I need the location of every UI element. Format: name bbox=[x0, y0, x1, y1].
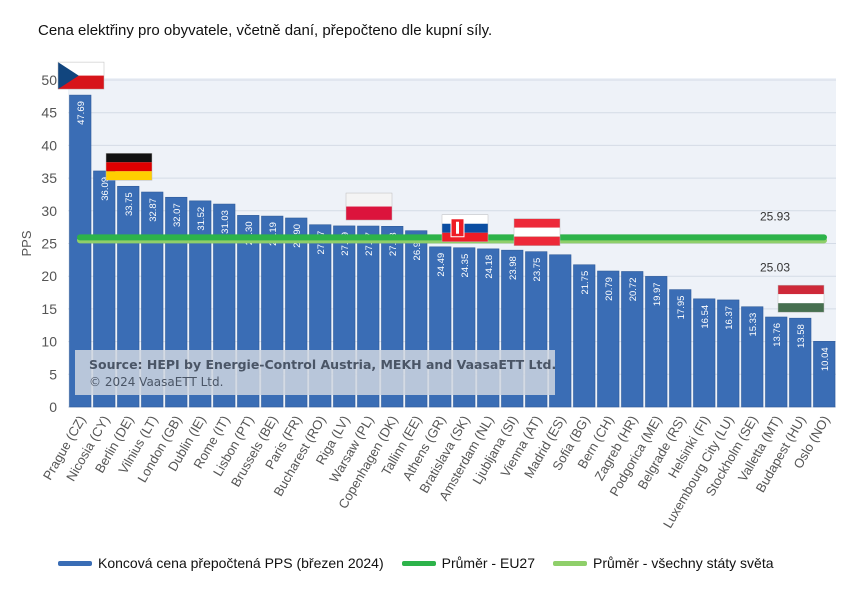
bar-belgrade-rs bbox=[669, 289, 692, 408]
bar-oslo-no bbox=[813, 341, 836, 408]
legend-item-world: Průměr - všechny státy světa bbox=[553, 555, 774, 571]
value-label: 31.03 bbox=[220, 210, 231, 234]
value-label: 15.33 bbox=[748, 313, 759, 337]
value-label: 29.19 bbox=[268, 222, 279, 246]
bar-valletta-mt bbox=[765, 316, 788, 408]
source-line: Source: HEPI by Energie-Control Austria,… bbox=[89, 357, 556, 372]
value-label: 17.95 bbox=[676, 296, 687, 320]
value-label: 27.63 bbox=[388, 232, 399, 256]
bar-stockholm-se bbox=[741, 306, 764, 408]
bar-helsinki-fi bbox=[693, 298, 716, 408]
y-tick-label: 25 bbox=[41, 236, 57, 252]
legend-item-eu27: Průměr - EU27 bbox=[401, 555, 535, 571]
legend-swatch-world bbox=[553, 560, 587, 566]
value-label: 29.30 bbox=[244, 221, 255, 245]
value-label: 27.67 bbox=[364, 232, 375, 256]
value-label: 26.96 bbox=[412, 237, 423, 261]
y-tick-label: 50 bbox=[41, 72, 57, 88]
legend-swatch-eu27 bbox=[401, 560, 436, 566]
value-label: 16.37 bbox=[724, 306, 735, 330]
y-tick-label: 0 bbox=[49, 399, 57, 415]
value-label: 13.76 bbox=[772, 323, 783, 347]
y-tick-label: 35 bbox=[41, 170, 57, 186]
y-axis-label: PPS bbox=[19, 230, 34, 256]
chart-title: Cena elektřiny pro obyvatele, včetně dan… bbox=[38, 22, 493, 39]
legend-item-bars: Koncová cena přepočtená PPS (březen 2024… bbox=[58, 555, 384, 571]
bar-chart: 0 5 10 15 20 25 30 35 40 45 50 PPS Source: HEPI by E… bbox=[19, 61, 836, 531]
value-label: 20.72 bbox=[628, 277, 639, 301]
flag-pl-icon bbox=[345, 192, 393, 221]
legend-label-bars: Koncová cena přepočtená PPS (březen 2024… bbox=[98, 555, 384, 571]
legend-label-eu27: Průměr - EU27 bbox=[441, 555, 535, 571]
copyright-line: © 2024 VaasaETT Ltd. bbox=[89, 375, 223, 389]
world-average-label: 25.03 bbox=[760, 260, 790, 274]
y-tick-label: 30 bbox=[41, 203, 57, 219]
value-label: 13.58 bbox=[796, 324, 807, 348]
flag-cz-icon bbox=[57, 61, 105, 90]
value-label: 32.07 bbox=[172, 203, 183, 227]
bar-bern-ch bbox=[597, 270, 620, 408]
y-tick-label: 20 bbox=[41, 268, 57, 284]
legend-swatch-bars bbox=[58, 560, 92, 566]
value-label: 21.75 bbox=[580, 271, 591, 295]
value-label: 19.97 bbox=[652, 282, 663, 306]
value-label: 24.18 bbox=[484, 255, 495, 279]
value-label: 10.04 bbox=[820, 347, 831, 371]
bar-luxembourg-city-lu bbox=[717, 299, 740, 408]
value-label: 24.49 bbox=[436, 253, 447, 277]
bar-zagreb-hr bbox=[621, 271, 644, 408]
y-tick-label: 40 bbox=[41, 137, 57, 153]
value-label: 47.69 bbox=[76, 101, 87, 125]
value-label: 20.79 bbox=[604, 277, 615, 301]
value-label: 31.52 bbox=[196, 207, 207, 231]
flag-de-icon bbox=[105, 153, 153, 181]
chart-legend: Koncová cena přepočtená PPS (březen 2024… bbox=[58, 555, 792, 571]
flag-sk-icon bbox=[441, 214, 489, 243]
bar-nicosia-cy bbox=[93, 170, 116, 408]
value-label: 27.69 bbox=[340, 232, 351, 256]
value-label: 16.54 bbox=[700, 305, 711, 329]
y-tick-label: 10 bbox=[41, 334, 57, 350]
value-label: 24.35 bbox=[460, 254, 471, 278]
value-label: 32.87 bbox=[148, 198, 159, 222]
value-label: 36.09 bbox=[100, 177, 111, 201]
value-label: 33.75 bbox=[124, 192, 135, 216]
legend-label-world: Průměr - všechny státy světa bbox=[593, 555, 774, 571]
bar-prague-cz bbox=[69, 94, 92, 408]
bar-sofia-bg bbox=[573, 264, 596, 408]
y-tick-label: 15 bbox=[41, 301, 57, 317]
value-label: 23.98 bbox=[508, 256, 519, 280]
eu27-average-label: 25.93 bbox=[760, 209, 790, 223]
y-tick-label: 5 bbox=[49, 366, 57, 382]
flag-hu-icon bbox=[777, 284, 825, 313]
y-tick-label: 45 bbox=[41, 105, 57, 121]
value-label: 23.75 bbox=[532, 258, 543, 282]
flag-at-icon bbox=[513, 218, 561, 246]
bar-podgorica-me bbox=[645, 276, 668, 408]
bar-budapest-hu bbox=[789, 317, 812, 408]
source-box bbox=[75, 350, 555, 395]
